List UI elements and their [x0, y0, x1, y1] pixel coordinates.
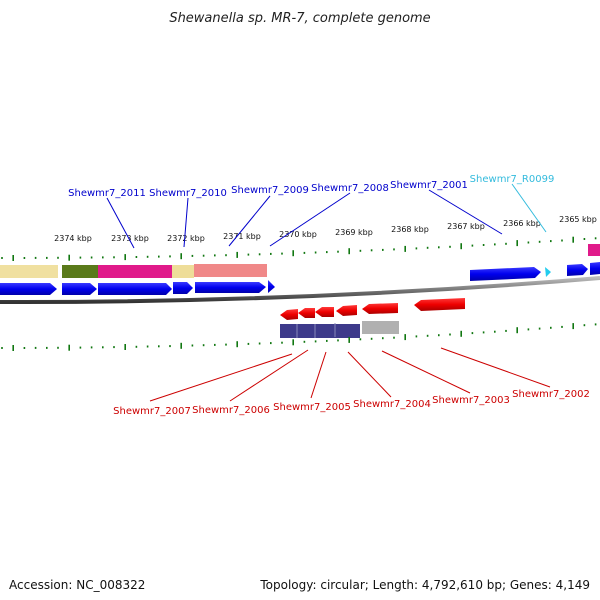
- forward-gene-arrow[interactable]: [0, 283, 57, 295]
- category-band-lower: [280, 321, 399, 338]
- forward-gene-arrow[interactable]: [98, 283, 172, 295]
- leader-line: [440, 347, 551, 388]
- gene-label[interactable]: Shewmr7_2010: [149, 188, 227, 199]
- reverse-gene-arrow[interactable]: [315, 307, 334, 317]
- kbp-label: 2365 kbp: [559, 215, 597, 224]
- kbp-label: 2372 kbp: [167, 234, 205, 243]
- leader-line: [347, 351, 392, 398]
- category-band-upper: [0, 244, 600, 278]
- category-box[interactable]: [172, 265, 194, 278]
- kbp-scale-labels: 2374 kbp 2373 kbp 2372 kbp 2371 kbp 2370…: [54, 215, 597, 243]
- kbp-label: 2368 kbp: [391, 225, 429, 234]
- genome-summary: Topology: circular; Length: 4,792,610 bp…: [260, 578, 590, 592]
- forward-gene-arrow[interactable]: [173, 282, 193, 294]
- upper-leader-lines: [106, 183, 547, 249]
- category-box[interactable]: [194, 264, 267, 277]
- forward-gene-arrow[interactable]: [268, 280, 275, 293]
- gene-label[interactable]: Shewmr7_2003: [432, 395, 510, 406]
- reverse-strand-genes: [280, 298, 465, 320]
- kbp-label: 2370 kbp: [279, 230, 317, 239]
- leader-line: [310, 351, 327, 399]
- leader-line: [106, 197, 135, 249]
- lower-gene-labels: Shewmr7_2007 Shewmr7_2006 Shewmr7_2005 S…: [113, 389, 590, 417]
- gene-label[interactable]: Shewmr7_2009: [231, 185, 309, 196]
- category-box[interactable]: [98, 265, 172, 278]
- leader-line: [511, 183, 547, 233]
- forward-gene-arrow[interactable]: [590, 262, 600, 275]
- accession-label: Accession: NC_008322: [9, 578, 146, 592]
- genome-backbone: [0, 276, 600, 305]
- category-box[interactable]: [0, 265, 58, 278]
- gene-label[interactable]: Shewmr7_2011: [68, 188, 146, 199]
- forward-gene-arrow[interactable]: [195, 282, 266, 293]
- upper-gene-labels: Shewmr7_2011 Shewmr7_2010 Shewmr7_2009 S…: [68, 174, 554, 199]
- gene-label[interactable]: Shewmr7_2007: [113, 406, 191, 417]
- leader-line: [428, 189, 503, 235]
- forward-gene-arrow[interactable]: [567, 264, 588, 276]
- gene-label[interactable]: Shewmr7_2008: [311, 183, 389, 194]
- leader-line: [183, 197, 189, 248]
- forward-gene-arrow[interactable]: [62, 283, 97, 295]
- kbp-label: 2373 kbp: [111, 234, 149, 243]
- leader-line: [228, 195, 271, 247]
- gene-label[interactable]: Shewmr7_2006: [192, 405, 270, 416]
- genome-title: Shewanella sp. MR-7, complete genome: [169, 11, 430, 26]
- kbp-label: 2371 kbp: [223, 232, 261, 241]
- kbp-label: 2374 kbp: [54, 234, 92, 243]
- gene-label[interactable]: Shewmr7_2004: [353, 399, 431, 410]
- kbp-label: 2369 kbp: [335, 228, 373, 237]
- leader-line: [269, 192, 351, 247]
- leader-line: [381, 350, 471, 394]
- gene-label[interactable]: Shewmr7_2005: [273, 402, 351, 413]
- reverse-gene-arrow[interactable]: [414, 298, 465, 311]
- forward-gene-arrow[interactable]: [470, 267, 541, 281]
- forward-strand-genes: [0, 262, 600, 295]
- reverse-gene-arrow[interactable]: [362, 303, 398, 314]
- rna-gene-label[interactable]: Shewmr7_R0099: [470, 174, 555, 185]
- leader-line: [229, 349, 309, 402]
- reverse-gene-arrow[interactable]: [298, 308, 315, 318]
- category-box[interactable]: [588, 244, 600, 256]
- upper-scale-ticks: [1, 236, 597, 261]
- kbp-label: 2367 kbp: [447, 222, 485, 231]
- leader-line: [149, 353, 293, 402]
- lower-leader-lines: [149, 347, 551, 402]
- gene-label[interactable]: Shewmr7_2002: [512, 389, 590, 400]
- category-box[interactable]: [280, 324, 360, 338]
- reverse-gene-arrow[interactable]: [280, 309, 298, 320]
- reverse-gene-arrow[interactable]: [336, 305, 357, 316]
- category-box[interactable]: [62, 265, 98, 278]
- rna-gene-arrow[interactable]: [545, 267, 551, 277]
- kbp-label: 2366 kbp: [503, 219, 541, 228]
- gene-label[interactable]: Shewmr7_2001: [390, 180, 468, 191]
- category-box[interactable]: [362, 321, 399, 334]
- lower-scale-ticks: [1, 323, 597, 351]
